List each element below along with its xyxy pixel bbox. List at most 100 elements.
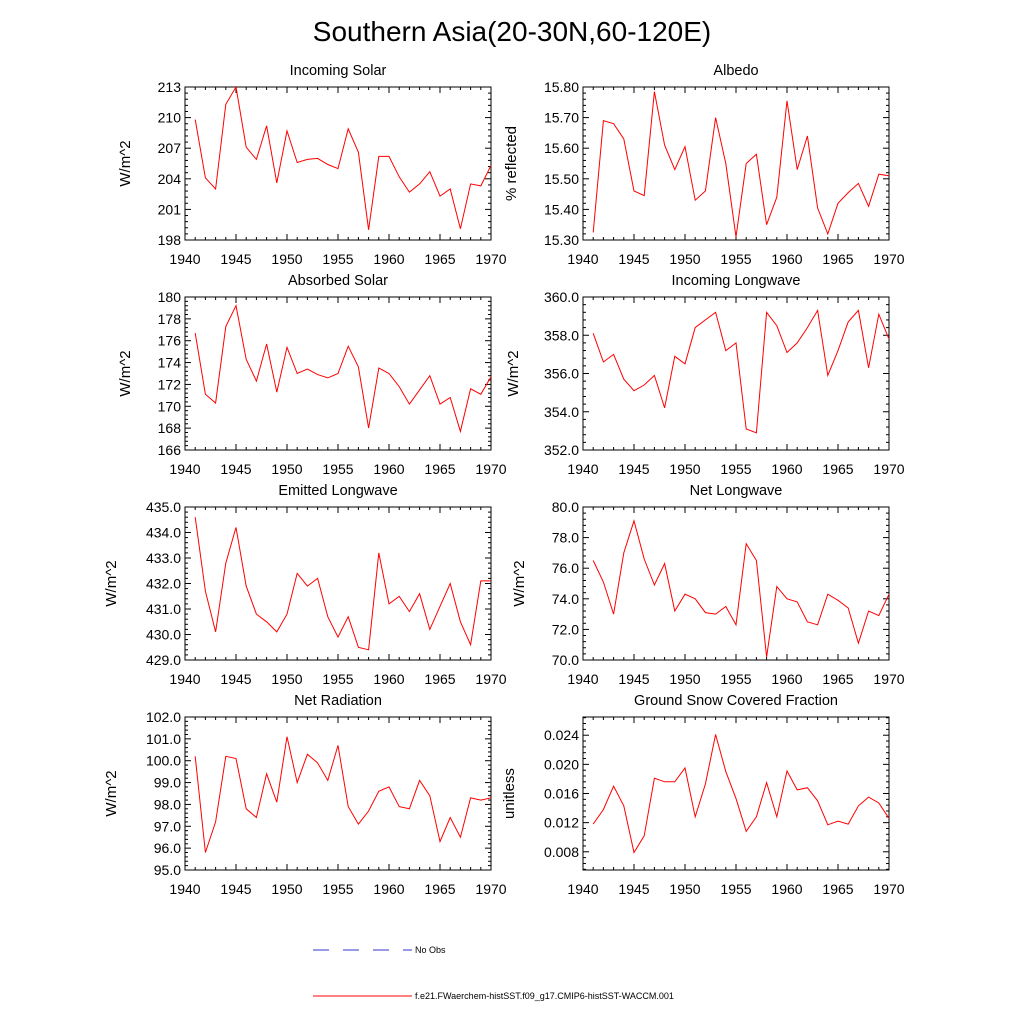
x-tick-label: 1970: [873, 251, 904, 267]
y-tick-label: 178: [158, 311, 182, 327]
y-tick-label: 15.60: [544, 140, 579, 156]
y-axis-label: W/m^2: [511, 560, 528, 606]
x-tick-label: 1965: [424, 671, 455, 687]
y-tick-label: 15.30: [544, 232, 579, 248]
x-tick-label: 1970: [475, 251, 506, 267]
y-tick-label: 358.0: [544, 327, 579, 343]
y-tick-label: 95.0: [154, 862, 181, 878]
y-tick-label: 429.0: [146, 652, 181, 668]
x-tick-label: 1945: [220, 881, 251, 897]
y-axis-label: W/m^2: [117, 140, 134, 186]
y-tick-label: 354.0: [544, 404, 579, 420]
x-tick-label: 1955: [322, 881, 353, 897]
x-tick-label: 1960: [771, 461, 802, 477]
y-tick-label: 166: [158, 442, 182, 458]
y-tick-label: 435.0: [146, 499, 181, 515]
y-axis-label: W/m^2: [103, 560, 120, 606]
panel-7: 1940 1945 1950 1955 1960 1965 1970 0.008 0.012 0.…: [501, 693, 905, 897]
x-tick-label: 1955: [720, 251, 751, 267]
panel-1: 1940 1945 1950 1955 1960 1965 1970 15.30 15.40 15…: [503, 63, 905, 267]
x-tick-label: 1960: [373, 461, 404, 477]
x-tick-label: 1945: [618, 671, 649, 687]
y-tick-label: 15.40: [544, 201, 579, 217]
x-tick-label: 1950: [271, 881, 302, 897]
series-line: [194, 517, 491, 651]
panels: 1940 1945 1950 1955 1960 1965 1970 198 201 204 207…: [103, 63, 905, 897]
y-axis-label: % reflected: [503, 126, 520, 201]
x-tick-label: 1955: [720, 461, 751, 477]
y-tick-label: 174: [158, 355, 182, 371]
x-tick-label: 1965: [424, 881, 455, 897]
y-tick-label: 170: [158, 398, 182, 414]
x-tick-label: 1940: [169, 881, 200, 897]
y-tick-label: 172: [158, 376, 182, 392]
x-tick-label: 1960: [373, 251, 404, 267]
x-tick-label: 1970: [873, 881, 904, 897]
y-tick-label: 76.0: [552, 560, 579, 576]
panel-4: 1940 1945 1950 1955 1960 1965 1970 429.0 430.0 43…: [103, 483, 507, 687]
y-tick-label: 432.0: [146, 576, 181, 592]
y-tick-label: 352.0: [544, 442, 579, 458]
x-tick-label: 1960: [373, 881, 404, 897]
panel-0: 1940 1945 1950 1955 1960 1965 1970 198 201 204 207…: [117, 63, 507, 267]
legend-label-no-obs: No Obs: [415, 945, 446, 955]
y-tick-label: 15.70: [544, 110, 579, 126]
y-tick-label: 180: [158, 289, 182, 305]
series-line: [194, 85, 492, 230]
panel-2: 1940 1945 1950 1955 1960 1965 1970 166 168 170 172…: [117, 273, 507, 477]
x-tick-label: 1965: [424, 251, 455, 267]
y-tick-label: 100.0: [146, 753, 181, 769]
y-axis-label: W/m^2: [103, 770, 120, 816]
y-tick-label: 99.0: [154, 775, 181, 791]
y-axis-label: unitless: [501, 768, 518, 819]
x-tick-label: 1940: [169, 671, 200, 687]
y-tick-label: 431.0: [146, 601, 181, 617]
y-tick-label: 356.0: [544, 366, 579, 382]
series-line: [592, 519, 890, 657]
x-tick-label: 1940: [169, 251, 200, 267]
x-tick-label: 1965: [822, 881, 853, 897]
y-tick-label: 101.0: [146, 731, 181, 747]
y-tick-label: 0.020: [544, 756, 579, 772]
series-line: [592, 734, 890, 854]
series-line: [592, 308, 890, 434]
x-tick-label: 1960: [373, 671, 404, 687]
x-tick-label: 1965: [822, 251, 853, 267]
x-tick-label: 1940: [567, 461, 598, 477]
x-tick-label: 1950: [271, 671, 302, 687]
panel-title: Absorbed Solar: [288, 273, 388, 289]
x-tick-label: 1945: [220, 251, 251, 267]
x-tick-label: 1965: [822, 461, 853, 477]
panel-title: Incoming Solar: [290, 63, 387, 79]
y-tick-label: 0.012: [544, 815, 579, 831]
x-tick-label: 1940: [169, 461, 200, 477]
x-tick-label: 1950: [669, 461, 700, 477]
series-line: [194, 736, 492, 853]
y-tick-label: 360.0: [544, 289, 579, 305]
y-tick-label: 0.016: [544, 786, 579, 802]
y-tick-label: 201: [158, 201, 182, 217]
legend: No Obs f.e21.FWaerchem-histSST.f09_g17.C…: [313, 945, 674, 1001]
y-axis-label: W/m^2: [505, 350, 522, 396]
y-tick-label: 78.0: [552, 530, 579, 546]
x-tick-label: 1945: [220, 461, 251, 477]
y-tick-label: 98.0: [154, 796, 181, 812]
y-tick-label: 70.0: [552, 652, 579, 668]
y-tick-label: 97.0: [154, 818, 181, 834]
y-tick-label: 168: [158, 420, 182, 436]
y-tick-label: 74.0: [552, 591, 579, 607]
x-tick-label: 1960: [771, 251, 802, 267]
y-tick-label: 198: [158, 232, 182, 248]
x-tick-label: 1950: [669, 251, 700, 267]
y-tick-label: 102.0: [146, 709, 181, 725]
y-tick-label: 207: [158, 140, 182, 156]
x-tick-label: 1955: [322, 251, 353, 267]
x-tick-label: 1960: [771, 671, 802, 687]
panel-6: 1940 1945 1950 1955 1960 1965 1970 95.0 96.0 97.0…: [103, 693, 507, 897]
y-axis-label: W/m^2: [117, 350, 134, 396]
x-tick-label: 1970: [475, 881, 506, 897]
y-tick-label: 96.0: [154, 840, 181, 856]
x-tick-label: 1945: [618, 461, 649, 477]
